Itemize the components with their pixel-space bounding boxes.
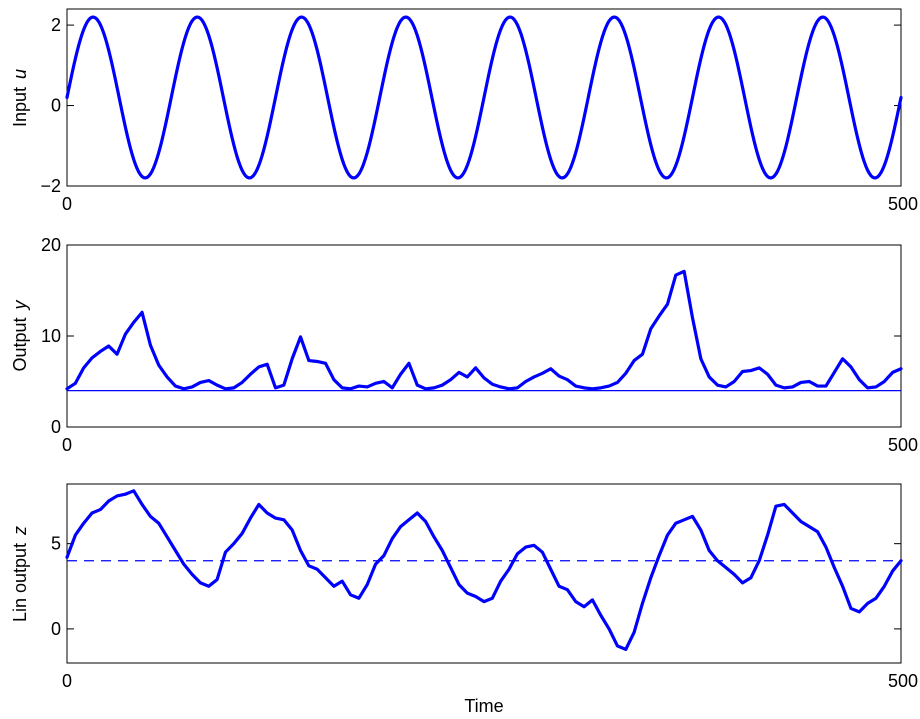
input-u-xtick-label: 500: [888, 194, 918, 214]
lin-output-z-series-line: [65, 489, 903, 651]
output-y-y-axis-label: Outputy: [10, 299, 30, 371]
lin-output-z-ytick-label: 5: [51, 534, 61, 554]
input-u-ytick-label: −2: [40, 176, 61, 196]
input-u-y-axis-label: Inputu: [10, 69, 30, 127]
input-u-series-line: [65, 15, 903, 180]
lin-output-z-xtick-label: 500: [888, 671, 918, 691]
output-y-xtick-label: 0: [62, 435, 72, 455]
input-u-ytick-label: 0: [51, 96, 61, 116]
input-u-ytick-label: 2: [51, 15, 61, 35]
output-y-series-line: [65, 269, 903, 391]
lin-output-z-panel: Lin outputz Time 0 5 0 500: [10, 483, 918, 716]
output-y-xtick-label: 500: [888, 435, 918, 455]
input-u-xtick-label: 0: [62, 194, 72, 214]
output-y-axes-box: [66, 244, 902, 428]
output-y-ytick-label: 0: [51, 417, 61, 437]
lin-output-z-axes-box: [66, 483, 902, 664]
output-y-panel: Outputy 0 10 20 0 500: [10, 235, 918, 455]
output-y-ytick-label: 20: [41, 235, 61, 255]
lin-output-z-y-axis-label: Lin outputz: [10, 526, 30, 622]
time-x-axis-label: Time: [464, 696, 503, 716]
lin-output-z-ytick-label: 0: [51, 619, 61, 639]
output-y-ytick-label: 10: [41, 326, 61, 346]
lin-output-z-xtick-label: 0: [62, 671, 72, 691]
